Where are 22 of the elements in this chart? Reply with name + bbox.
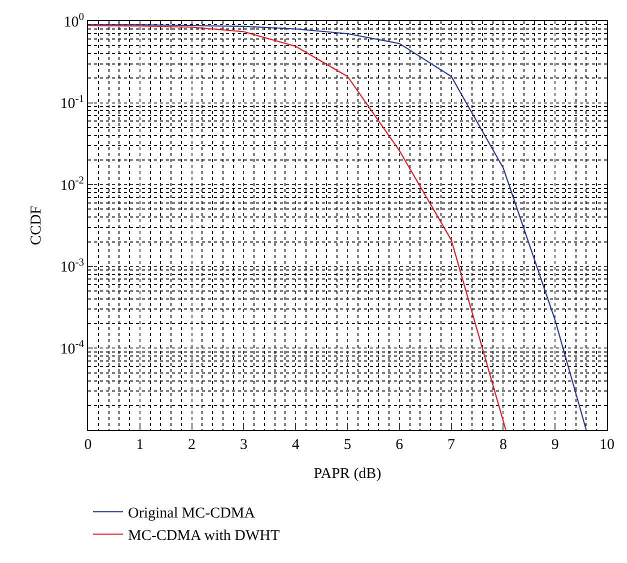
x-tick-label: 2 — [188, 437, 196, 453]
x-axis-title: PAPR (dB) — [314, 466, 382, 482]
x-tick-label: 5 — [344, 437, 352, 453]
x-tick-label: 7 — [448, 437, 456, 453]
y-axis-title: CCDF — [28, 206, 44, 246]
x-tick-label: 8 — [499, 437, 507, 453]
x-tick-label: 3 — [240, 437, 248, 453]
x-tick-label: 4 — [292, 437, 300, 453]
y-tick-label: 10$^{-4}$ — [60, 339, 85, 358]
y-tick-label: 10$^{0}$ — [64, 12, 84, 30]
x-tick-label: 0 — [84, 437, 92, 453]
x-tick-label: 9 — [551, 437, 559, 453]
y-tick-label: 10$^{-3}$ — [60, 257, 84, 276]
line-series — [88, 24, 587, 430]
line-series — [88, 24, 506, 430]
y-tick-label: 10$^{-1}$ — [60, 94, 84, 112]
x-tick-label: 6 — [396, 437, 404, 453]
legend-label: Original MC-CDMA — [128, 506, 256, 522]
x-tick-label: 1 — [136, 437, 144, 453]
legend-label: MC-CDMA with DWHT — [128, 528, 280, 544]
y-tick-label: 10$^{-2}$ — [60, 176, 84, 194]
x-tick-label: 10 — [600, 437, 614, 453]
